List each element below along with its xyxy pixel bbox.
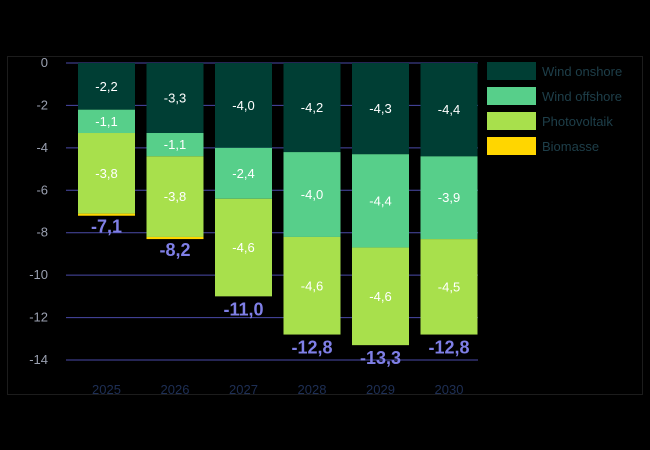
- bar-segment-photovoltaik: [146, 156, 204, 237]
- bar-value-label: -4,6: [301, 278, 323, 293]
- bar-value-label: -2,2: [95, 79, 117, 94]
- bar-value-label: -3,8: [95, 166, 117, 181]
- legend-swatch: [487, 112, 536, 130]
- bar-value-label: -4,4: [369, 193, 391, 208]
- bar-value-label: -3,9: [438, 190, 460, 205]
- bar-segment-wind-offshore: [352, 154, 409, 248]
- bar-segment-biomasse: [78, 213, 135, 216]
- bar-segment-wind-onshore: [78, 63, 135, 110]
- y-tick-label: -2: [36, 97, 48, 112]
- bar-segment-wind-onshore: [283, 63, 341, 153]
- total-label: -12,8: [428, 338, 469, 358]
- bar-segment-wind-offshore: [215, 147, 272, 199]
- bar-value-label: -1,1: [95, 114, 117, 129]
- y-tick-label: 0: [41, 55, 48, 70]
- bar-value-label: -4,0: [232, 98, 254, 113]
- x-tick-label: 2028: [298, 382, 327, 397]
- total-label: -13,3: [360, 348, 401, 368]
- y-tick-label: -10: [29, 267, 48, 282]
- bar-segment-photovoltaik: [78, 133, 135, 214]
- y-tick-label: -14: [29, 352, 48, 367]
- bar-value-label: -3,3: [164, 91, 186, 106]
- bar-segment-wind-onshore: [215, 63, 272, 148]
- total-label: -11,0: [223, 299, 263, 319]
- bar-segment-wind-offshore: [78, 109, 135, 134]
- legend-swatch: [487, 62, 536, 80]
- y-tick-label: -4: [36, 140, 48, 155]
- total-label: -8,2: [159, 240, 190, 260]
- legend-swatch: [487, 137, 536, 155]
- bar-segment-photovoltaik: [283, 236, 341, 335]
- x-tick-label: 2029: [366, 382, 395, 397]
- x-tick-label: 2026: [161, 382, 190, 397]
- bar-segment-wind-offshore: [283, 152, 341, 237]
- bar-value-label: -4,4: [438, 102, 460, 117]
- legend-label: Biomasse: [542, 139, 599, 154]
- bar-segment-wind-offshore: [146, 133, 204, 157]
- bar-segment-wind-onshore: [146, 63, 204, 134]
- y-tick-label: -12: [29, 310, 48, 325]
- legend-label: Wind onshore: [542, 64, 622, 79]
- total-label: -7,1: [91, 217, 122, 237]
- bar-segment-photovoltaik: [352, 247, 409, 346]
- bar-value-label: -4,3: [369, 101, 391, 116]
- y-tick-label: -6: [36, 182, 48, 197]
- bar-segment-photovoltaik: [215, 198, 272, 297]
- bar-value-label: -2,4: [232, 166, 254, 181]
- bar-segment-wind-onshore: [352, 63, 409, 155]
- x-tick-label: 2027: [229, 382, 258, 397]
- x-tick-label: 2030: [435, 382, 464, 397]
- bar-value-label: -4,6: [232, 240, 254, 255]
- legend-swatch: [487, 87, 536, 105]
- bar-value-label: -1,1: [164, 137, 186, 152]
- bar-value-label: -4,2: [301, 100, 323, 115]
- bar-segment-wind-onshore: [420, 63, 478, 157]
- bar-segment-wind-offshore: [420, 156, 478, 240]
- bar-value-label: -3,8: [164, 189, 186, 204]
- plot-area-border: [7, 56, 643, 395]
- bar-value-label: -4,6: [369, 289, 391, 304]
- bar-value-label: -4,0: [301, 187, 323, 202]
- legend-label: Photovoltaik: [542, 114, 613, 129]
- x-tick-label: 2025: [92, 382, 121, 397]
- legend-label: Wind offshore: [542, 89, 622, 104]
- total-label: -12,8: [291, 338, 332, 358]
- y-tick-label: -8: [36, 225, 48, 240]
- bar-segment-photovoltaik: [420, 239, 478, 335]
- bar-value-label: -4,5: [438, 279, 460, 294]
- bar-segment-biomasse: [146, 236, 204, 240]
